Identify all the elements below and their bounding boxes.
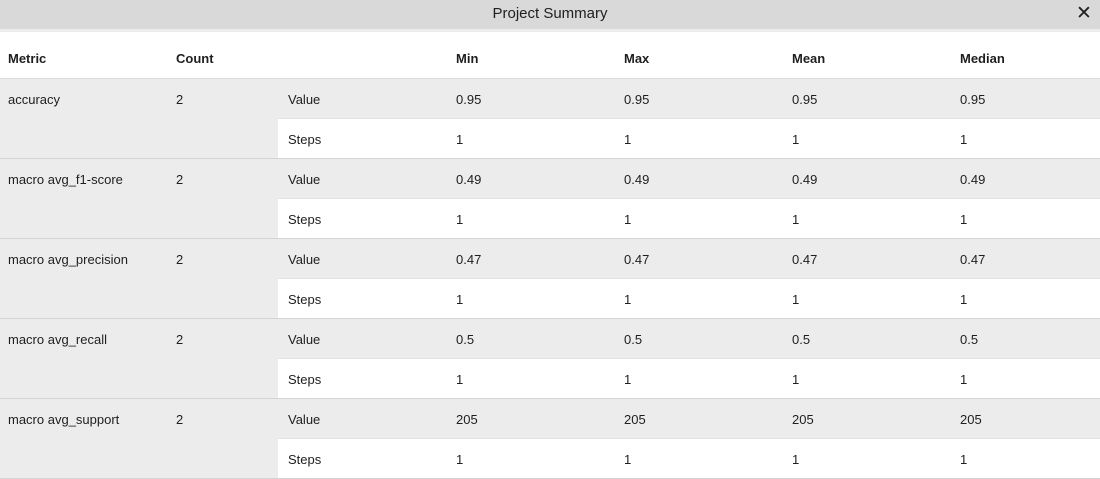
window-title: Project Summary [492, 5, 608, 22]
cell-max: 1 [624, 212, 632, 227]
cell-mean: 1 [792, 212, 800, 227]
metric-cell[interactable]: macro avg_precision 2 [0, 239, 278, 319]
table-row[interactable]: Steps 1 1 1 1 [278, 199, 1100, 239]
row-divider [0, 238, 1100, 239]
metric-name: accuracy [8, 92, 61, 107]
table-row[interactable]: Value 0.5 0.5 0.5 0.5 [278, 319, 1100, 359]
cell-mean: 1 [792, 132, 800, 147]
row-type: Value [288, 252, 321, 267]
cell-min: 0.95 [456, 92, 482, 107]
metric-group: macro avg_f1-score 2 Value 0.49 0.49 0.49 0.49… [0, 159, 1100, 239]
table-row[interactable]: Steps 1 1 1 1 [278, 359, 1100, 399]
table-row[interactable]: Value 0.95 0.95 0.95 0.95 [278, 79, 1100, 119]
metric-group: macro avg_recall 2 Value 0.5 0.5 0.5 0.5 Steps 1… [0, 319, 1100, 399]
metric-count: 2 [176, 412, 184, 427]
metric-group: accuracy 2 Value 0.95 0.95 0.95 0.95 Steps 1 1 1 1 [0, 79, 1100, 159]
cell-max: 1 [624, 452, 632, 467]
cell-max: 0.5 [624, 332, 643, 347]
table-header: Metric Count Min Max Mean Median [0, 38, 1100, 79]
cell-max: 1 [624, 372, 632, 387]
cell-mean: 205 [792, 412, 814, 427]
metric-count: 2 [176, 332, 184, 347]
cell-max: 1 [624, 132, 632, 147]
cell-median: 205 [960, 412, 982, 427]
row-type: Steps [288, 132, 322, 147]
row-type: Steps [288, 372, 322, 387]
row-type: Value [288, 412, 321, 427]
column-header-min[interactable]: Min [456, 51, 479, 66]
title-bar: Project Summary ✕ [0, 0, 1100, 32]
row-type: Value [288, 92, 321, 107]
row-divider [0, 318, 1100, 319]
cell-median: 1 [960, 372, 968, 387]
row-type: Value [288, 332, 321, 347]
cell-mean: 1 [792, 372, 800, 387]
cell-mean: 0.47 [792, 252, 818, 267]
cell-max: 0.95 [624, 92, 650, 107]
metric-name: macro avg_support [8, 412, 120, 427]
table-row[interactable]: Value 0.47 0.47 0.47 0.47 [278, 239, 1100, 279]
cell-median: 0.95 [960, 92, 986, 107]
column-header-max[interactable]: Max [624, 51, 650, 66]
cell-median: 1 [960, 452, 968, 467]
metric-cell[interactable]: accuracy 2 [0, 79, 278, 159]
table-row[interactable]: Value 205 205 205 205 [278, 399, 1100, 439]
cell-max: 205 [624, 412, 646, 427]
cell-median: 0.49 [960, 172, 986, 187]
cell-min: 1 [456, 212, 464, 227]
metric-cell[interactable]: macro avg_recall 2 [0, 319, 278, 399]
cell-median: 1 [960, 212, 968, 227]
column-header-metric[interactable]: Metric [8, 51, 47, 66]
metric-cell[interactable]: macro avg_f1-score 2 [0, 159, 278, 239]
cell-max: 1 [624, 292, 632, 307]
cell-median: 1 [960, 292, 968, 307]
cell-min: 205 [456, 412, 478, 427]
cell-min: 0.5 [456, 332, 475, 347]
cell-median: 0.47 [960, 252, 986, 267]
metric-group: macro avg_support 2 Value 205 205 205 205 Steps… [0, 399, 1100, 479]
close-icon[interactable]: ✕ [1076, 3, 1092, 24]
row-type: Steps [288, 212, 322, 227]
cell-mean: 0.49 [792, 172, 818, 187]
cell-mean: 0.95 [792, 92, 818, 107]
cell-mean: 1 [792, 292, 800, 307]
metric-count: 2 [176, 92, 184, 107]
row-divider [0, 398, 1100, 399]
row-divider [0, 158, 1100, 159]
column-header-median[interactable]: Median [960, 51, 1005, 66]
metric-name: macro avg_f1-score [8, 172, 123, 187]
metric-name: macro avg_recall [8, 332, 107, 347]
cell-max: 0.49 [624, 172, 650, 187]
table-row[interactable]: Steps 1 1 1 1 [278, 439, 1100, 479]
cell-min: 1 [456, 452, 464, 467]
cell-min: 0.47 [456, 252, 482, 267]
table-row[interactable]: Steps 1 1 1 1 [278, 279, 1100, 319]
cell-median: 0.5 [960, 332, 979, 347]
metric-count: 2 [176, 172, 184, 187]
row-type: Steps [288, 292, 322, 307]
metric-group: macro avg_precision 2 Value 0.47 0.47 0.47 0.4… [0, 239, 1100, 319]
cell-mean: 1 [792, 452, 800, 467]
column-header-count[interactable]: Count [176, 51, 214, 66]
column-header-mean[interactable]: Mean [792, 51, 826, 66]
cell-min: 1 [456, 372, 464, 387]
cell-min: 0.49 [456, 172, 482, 187]
cell-min: 1 [456, 132, 464, 147]
table-row[interactable]: Steps 1 1 1 1 [278, 119, 1100, 159]
metric-name: macro avg_precision [8, 252, 128, 267]
cell-max: 0.47 [624, 252, 650, 267]
cell-mean: 0.5 [792, 332, 811, 347]
metric-count: 2 [176, 252, 184, 267]
cell-median: 1 [960, 132, 968, 147]
metric-cell[interactable]: macro avg_support 2 [0, 399, 278, 479]
row-type: Steps [288, 452, 322, 467]
cell-min: 1 [456, 292, 464, 307]
table-row[interactable]: Value 0.49 0.49 0.49 0.49 [278, 159, 1100, 199]
row-type: Value [288, 172, 321, 187]
